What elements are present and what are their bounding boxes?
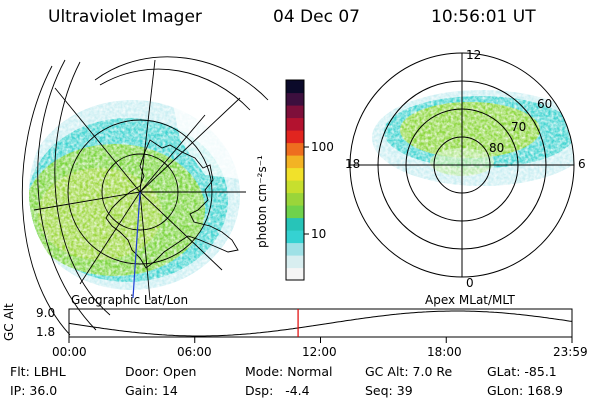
colorbar-swatch [286, 205, 304, 219]
colorbar-swatch [286, 180, 304, 194]
altitude-curve [68, 310, 573, 337]
seq-value: 39 [396, 383, 413, 398]
door-value: Open [163, 364, 197, 379]
coastline [105, 139, 239, 269]
glat-label: GLat: -85.1 [487, 364, 557, 379]
dsp-value: -4.4 [285, 383, 310, 398]
geographic-map-panel [21, 56, 269, 336]
gc-alt-value: 7.0 Re [412, 364, 453, 379]
time-tick-1800: 18:00 [427, 345, 462, 359]
colorbar-frame [285, 79, 309, 281]
altitude-tick-9: 9.0 [36, 306, 56, 320]
altitude-tick-1-8: 1.8 [36, 325, 56, 339]
ip-label: IP: 36.0 [10, 383, 58, 398]
colorbar [286, 80, 304, 281]
colorbar-swatch [286, 230, 304, 244]
mlt-label-18: 18 [345, 157, 361, 171]
colorbar-swatch [286, 167, 304, 181]
colorbar-swatch [286, 255, 304, 269]
colorbar-swatch [286, 105, 304, 119]
mlat-label-80: 80 [489, 141, 505, 155]
colorbar-swatch [286, 117, 304, 131]
colorbar-swatch [286, 142, 304, 156]
altitude-frame [68, 308, 573, 338]
ip-value: 36.0 [29, 383, 58, 398]
altitude-ylabel: GC Alt [2, 303, 16, 341]
colorbar-swatch [286, 267, 304, 281]
colorbar-swatch [286, 192, 304, 206]
mode-label: Mode: Normal [245, 364, 333, 379]
mlt-label-12: 12 [466, 48, 482, 62]
right-panel-caption: Apex MLat/MLT [425, 293, 515, 307]
mlt-label-0: 0 [466, 276, 474, 290]
left-panel-caption: Geographic Lat/Lon [71, 293, 189, 307]
colorbar-swatch [286, 217, 304, 231]
colorbar-swatch [286, 80, 304, 94]
glon-value: 168.9 [527, 383, 563, 398]
time-label: 10:56:01 UT [431, 7, 536, 27]
colorbar-swatch [286, 130, 304, 144]
gain-value: 14 [161, 383, 178, 398]
mlat-label-70: 70 [511, 120, 527, 134]
seq-label: Seq: 39 [365, 383, 413, 398]
colorbar-tick-100: 100 [311, 140, 334, 154]
date-label: 04 Dec 07 [273, 7, 360, 27]
glon-label: GLon: 168.9 [487, 383, 563, 398]
mlt-axes [350, 53, 574, 277]
colorbar-swatch [286, 92, 304, 106]
dsp-label: Dsp: -4.4 [245, 383, 310, 398]
time-tick-0000: 00:00 [52, 345, 87, 359]
ground-track-line [132, 191, 141, 299]
flt-value: LBHL [33, 364, 66, 379]
flt-label: Flt: LBHL [10, 364, 66, 379]
colorbar-tick-10: 10 [311, 227, 327, 241]
mlt-label-6: 6 [578, 157, 586, 171]
mlat-mlt-panel [349, 52, 575, 278]
colorbar-swatch [286, 155, 304, 169]
colorbar-unit-label: photon cm⁻²s⁻¹ [255, 155, 269, 248]
colorbar-swatch [286, 242, 304, 256]
mode-value: Normal [287, 364, 333, 379]
time-tick-0600: 06:00 [177, 345, 212, 359]
gain-label: Gain: 14 [125, 383, 178, 398]
meridian-lines [33, 59, 246, 301]
mlat-label-60: 60 [537, 97, 553, 111]
instrument-title: Ultraviolet Imager [48, 7, 202, 27]
time-tick-2359: 23:59 [553, 345, 588, 359]
gc-alt-label: GC Alt: 7.0 Re [365, 364, 453, 379]
door-label: Door: Open [125, 364, 197, 379]
no-data-gap [170, 88, 245, 180]
time-tick-1200: 12:00 [302, 345, 337, 359]
outer-latitude-arcs [21, 56, 269, 336]
glat-value: -85.1 [524, 364, 557, 379]
altitude-plot [68, 308, 573, 343]
